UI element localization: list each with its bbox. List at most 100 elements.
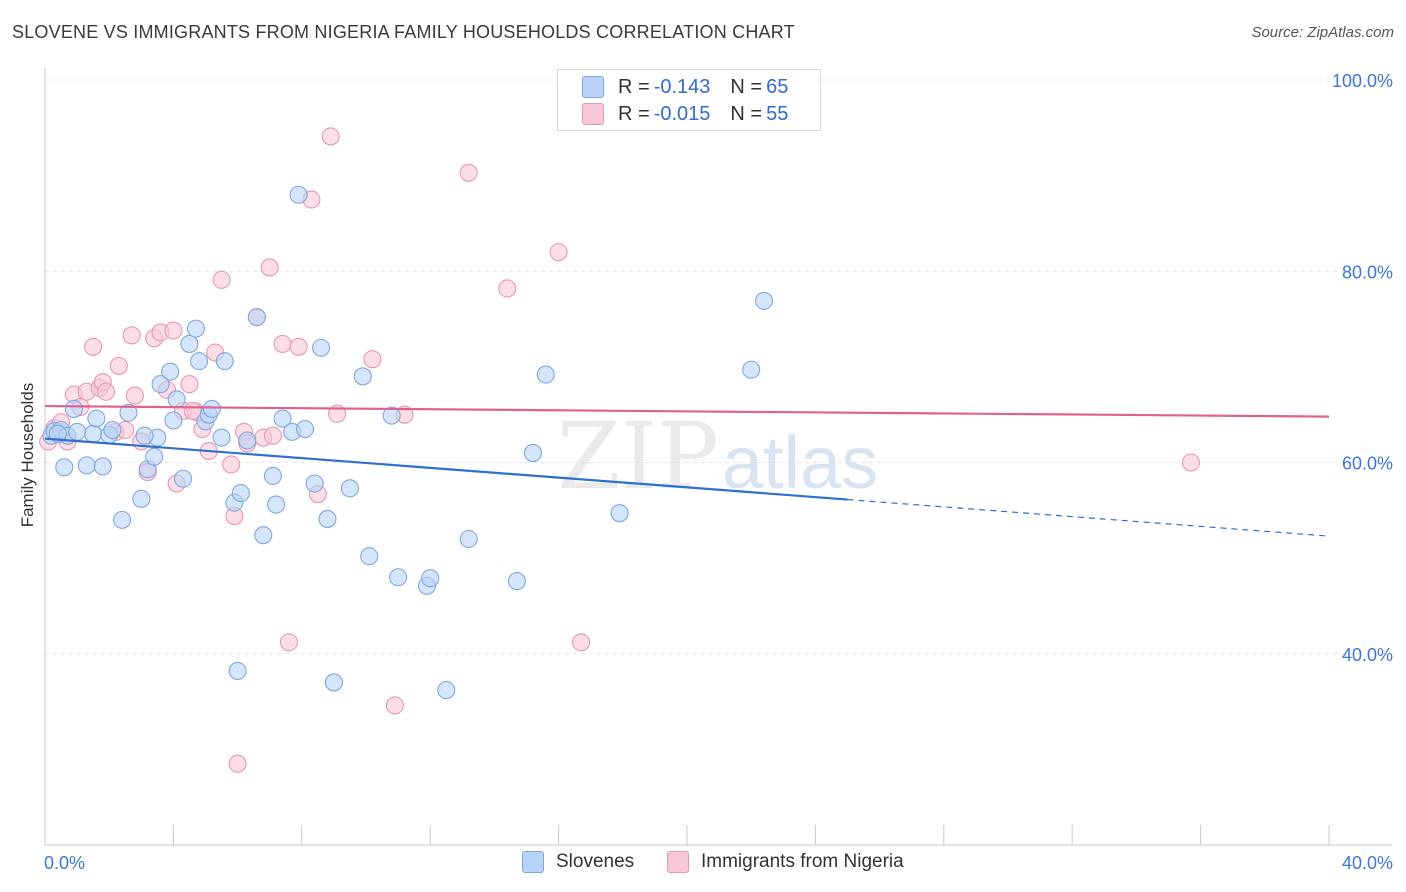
point-slovenes [754, 291, 774, 310]
point-nigeria [263, 426, 282, 445]
point-slovenes [421, 569, 440, 588]
point-slovenes [87, 409, 106, 428]
point-slovenes [273, 409, 292, 428]
point-slovenes [119, 403, 138, 422]
point-nigeria [164, 321, 183, 340]
tick-label-layer: 40.0% 60.0% 80.0% 100.0% 0.0% 40.0% [44, 71, 1393, 873]
point-slovenes [263, 466, 282, 485]
point-slovenes [161, 362, 180, 381]
grid-layer [45, 79, 1392, 655]
points-layer [39, 127, 1201, 773]
point-nigeria [122, 326, 141, 345]
blue-swatch-icon [582, 76, 604, 98]
point-slovenes [459, 529, 478, 549]
point-slovenes [164, 411, 183, 430]
legend-item-slovenes[interactable]: Slovenes [522, 851, 634, 873]
point-slovenes [215, 352, 234, 371]
point-slovenes [103, 420, 122, 440]
source-label: Source: ZipAtlas.com [1251, 24, 1394, 41]
chart-title: SLOVENE VS IMMIGRANTS FROM NIGERIA FAMIL… [12, 22, 795, 42]
point-nigeria [279, 633, 299, 652]
point-nigeria [498, 279, 517, 298]
x-tick-label: 40.0% [1342, 853, 1393, 873]
n-value: 55 [766, 102, 789, 125]
point-slovenes [360, 547, 379, 566]
point-slovenes [353, 367, 372, 386]
legend-label-nigeria: Immigrants from Nigeria [701, 851, 904, 872]
pink-swatch-icon [582, 103, 604, 125]
n-label: N = [730, 102, 763, 125]
axis-layer [44, 68, 1392, 846]
point-slovenes [151, 375, 170, 394]
point-slovenes [68, 422, 87, 441]
point-nigeria [222, 455, 241, 474]
point-nigeria [572, 633, 591, 652]
legend-item-nigeria[interactable]: Immigrants from Nigeria [667, 851, 904, 873]
point-slovenes [289, 185, 308, 204]
point-slovenes [340, 479, 360, 498]
n-label: N = [730, 75, 763, 98]
point-nigeria [109, 356, 128, 375]
y-tick-label: 40.0% [1342, 645, 1393, 665]
point-slovenes [55, 458, 74, 477]
point-slovenes [247, 308, 266, 327]
trend-layer [44, 404, 1330, 537]
y-axis-label: Family Households [18, 382, 37, 528]
point-nigeria [180, 375, 199, 394]
legend-label-slovenes: Slovenes [556, 851, 635, 872]
point-nigeria [385, 696, 404, 715]
r-value: -0.143 [653, 75, 711, 98]
n-value: 65 [766, 75, 789, 98]
r-label: R = [618, 75, 650, 98]
point-slovenes [64, 399, 83, 419]
point-slovenes [190, 352, 209, 371]
point-slovenes [295, 419, 315, 439]
point-slovenes [742, 360, 761, 379]
point-slovenes [167, 390, 186, 409]
point-slovenes [324, 673, 343, 692]
point-slovenes [437, 681, 456, 700]
point-slovenes [238, 431, 257, 450]
point-slovenes [112, 510, 132, 529]
point-slovenes [48, 424, 67, 443]
watermark-atlas: atlas [722, 421, 878, 504]
point-slovenes [231, 484, 250, 503]
point-nigeria [549, 243, 568, 262]
point-slovenes [389, 568, 408, 587]
point-slovenes [173, 469, 193, 488]
r-value: -0.015 [653, 102, 711, 125]
point-slovenes [610, 504, 629, 523]
point-slovenes [318, 509, 337, 528]
point-slovenes [77, 456, 96, 475]
trend-line-nigeria [44, 404, 1330, 418]
point-nigeria [260, 258, 279, 277]
point-nigeria [84, 337, 103, 356]
point-slovenes [536, 365, 555, 384]
y-tick-label: 60.0% [1342, 454, 1393, 474]
point-nigeria [1181, 453, 1201, 472]
y-tick-label: 80.0% [1342, 262, 1393, 282]
trend-line-slovenes-extension [847, 498, 1330, 537]
correlation-legend: R = -0.143 N = 65 R = -0.015 N = 55 [557, 69, 821, 131]
point-nigeria [212, 270, 231, 289]
point-slovenes [228, 661, 247, 681]
legend-row-nigeria: R = -0.015 N = 55 [582, 102, 788, 126]
point-slovenes [186, 319, 205, 338]
point-slovenes [254, 526, 273, 545]
point-slovenes [507, 572, 526, 591]
r-label: R = [618, 102, 650, 125]
point-slovenes [382, 406, 401, 425]
blue-swatch-icon [522, 851, 544, 873]
x-tick-label: 0.0% [44, 853, 85, 873]
point-slovenes [132, 489, 151, 508]
point-slovenes [180, 334, 199, 353]
point-nigeria [228, 754, 247, 773]
point-nigeria [459, 163, 478, 182]
point-slovenes [212, 428, 231, 447]
watermark-zip: ZIP [557, 403, 719, 510]
trend-line-slovenes [44, 437, 848, 501]
point-slovenes [135, 426, 154, 445]
point-slovenes [267, 495, 286, 514]
point-nigeria [125, 386, 144, 405]
